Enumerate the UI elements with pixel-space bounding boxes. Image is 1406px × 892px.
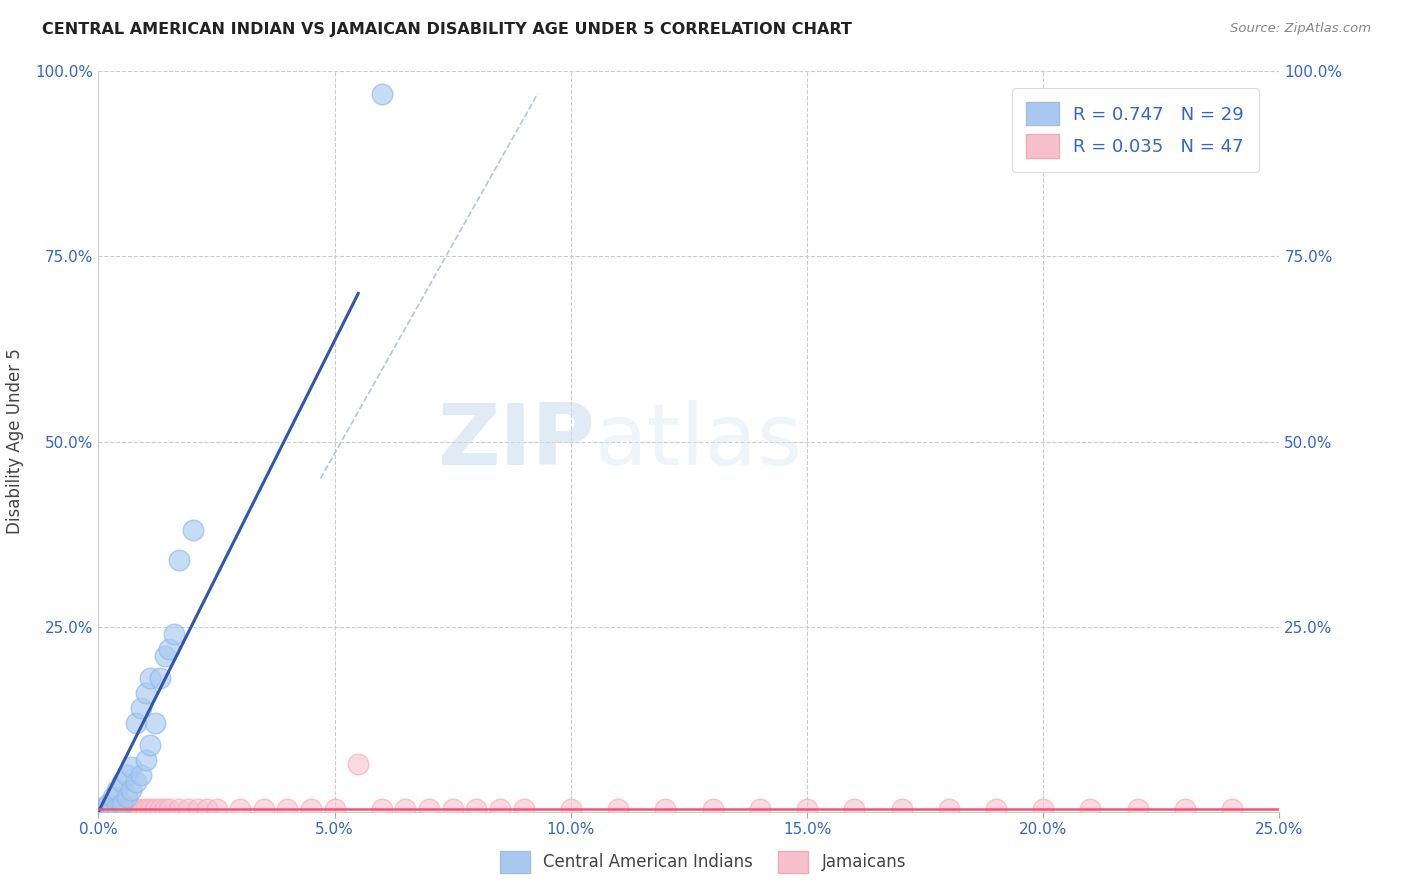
Point: [163, 627, 186, 641]
Point: [135, 803, 157, 817]
Point: [153, 803, 176, 817]
Point: [418, 803, 440, 817]
Text: CENTRAL AMERICAN INDIAN VS JAMAICAN DISABILITY AGE UNDER 5 CORRELATION CHART: CENTRAL AMERICAN INDIAN VS JAMAICAN DISA…: [42, 22, 852, 37]
Point: [135, 686, 157, 700]
Y-axis label: Disability Age Under 5: Disability Age Under 5: [7, 349, 24, 534]
Legend: R = 0.747   N = 29, R = 0.035   N = 47: R = 0.747 N = 29, R = 0.035 N = 47: [1012, 87, 1258, 172]
Point: [512, 803, 534, 817]
Point: [607, 803, 630, 817]
Point: [91, 801, 114, 815]
Point: [149, 672, 172, 686]
Point: [105, 782, 128, 797]
Point: [1032, 803, 1054, 817]
Point: [371, 87, 394, 101]
Point: [299, 803, 322, 817]
Point: [101, 789, 124, 804]
Point: [157, 641, 180, 656]
Point: [121, 760, 143, 774]
Point: [371, 803, 394, 817]
Point: [129, 701, 152, 715]
Point: [394, 803, 416, 817]
Point: [157, 803, 180, 817]
Point: [97, 801, 120, 815]
Point: [489, 803, 512, 817]
Point: [143, 715, 166, 730]
Point: [938, 803, 960, 817]
Point: [465, 803, 488, 817]
Text: atlas: atlas: [595, 400, 803, 483]
Point: [1126, 803, 1149, 817]
Point: [97, 797, 120, 812]
Text: Source: ZipAtlas.com: Source: ZipAtlas.com: [1230, 22, 1371, 36]
Point: [205, 803, 228, 817]
Point: [115, 767, 138, 781]
Point: [111, 803, 134, 817]
Point: [323, 803, 346, 817]
Point: [229, 803, 252, 817]
Point: [111, 775, 134, 789]
Point: [149, 803, 172, 817]
Point: [253, 803, 276, 817]
Text: ZIP: ZIP: [437, 400, 595, 483]
Point: [97, 803, 120, 817]
Point: [139, 738, 162, 752]
Point: [135, 753, 157, 767]
Point: [105, 803, 128, 817]
Point: [129, 767, 152, 781]
Point: [654, 803, 676, 817]
Point: [121, 782, 143, 797]
Point: [125, 715, 148, 730]
Point: [129, 803, 152, 817]
Point: [195, 803, 218, 817]
Point: [1220, 803, 1243, 817]
Point: [125, 775, 148, 789]
Point: [177, 803, 200, 817]
Point: [153, 649, 176, 664]
Point: [101, 803, 124, 817]
Point: [347, 756, 370, 771]
Point: [187, 803, 209, 817]
Point: [105, 801, 128, 815]
Point: [748, 803, 770, 817]
Point: [890, 803, 912, 817]
Point: [115, 803, 138, 817]
Point: [441, 803, 464, 817]
Point: [167, 803, 190, 817]
Point: [111, 797, 134, 812]
Point: [1174, 803, 1197, 817]
Point: [143, 803, 166, 817]
Point: [139, 672, 162, 686]
Point: [125, 803, 148, 817]
Point: [844, 803, 866, 817]
Point: [101, 801, 124, 815]
Point: [796, 803, 818, 817]
Point: [121, 803, 143, 817]
Point: [276, 803, 298, 817]
Legend: Central American Indians, Jamaicans: Central American Indians, Jamaicans: [494, 845, 912, 880]
Point: [139, 803, 162, 817]
Point: [115, 789, 138, 804]
Point: [181, 524, 204, 538]
Point: [984, 803, 1007, 817]
Point: [1080, 803, 1102, 817]
Point: [560, 803, 582, 817]
Point: [167, 553, 190, 567]
Point: [702, 803, 724, 817]
